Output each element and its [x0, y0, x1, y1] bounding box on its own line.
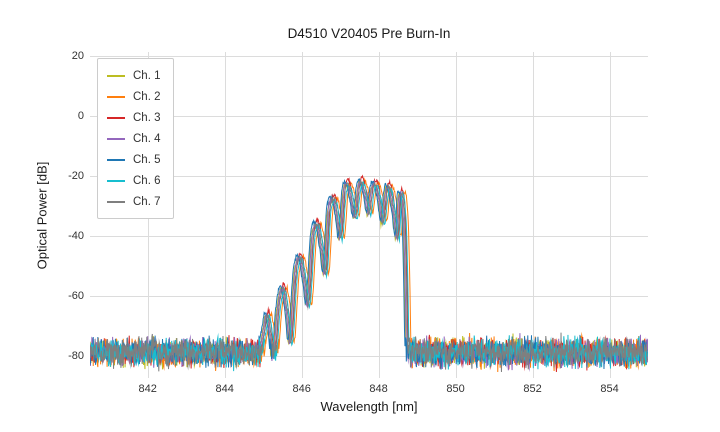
- legend-line-swatch: [107, 137, 125, 140]
- legend-line-swatch: [107, 116, 125, 119]
- legend-label: Ch. 3: [133, 111, 161, 124]
- x-tick-label: 846: [292, 383, 311, 395]
- legend-label: Ch. 5: [133, 153, 161, 166]
- y-tick-label: -60: [68, 289, 84, 302]
- legend-line-swatch: [107, 158, 125, 161]
- chart-title: D4510 V20405 Pre Burn-In: [287, 26, 451, 41]
- legend-item: Ch. 6: [107, 170, 161, 191]
- x-tick-label: 852: [523, 383, 542, 395]
- legend-label: Ch. 1: [133, 69, 161, 82]
- x-tick-label: 842: [138, 383, 157, 395]
- legend-item: Ch. 5: [107, 149, 161, 170]
- x-tick-label: 850: [446, 383, 465, 395]
- legend: Ch. 1 Ch. 2 Ch. 3 Ch. 4 Ch. 5 Ch. 6 Ch. 7: [97, 58, 174, 219]
- y-tick-label: -20: [68, 170, 84, 183]
- y-tick-label: -40: [68, 229, 84, 242]
- x-tick-label: 844: [215, 383, 234, 395]
- legend-item: Ch. 3: [107, 107, 161, 128]
- y-tick-label: -80: [68, 349, 84, 362]
- legend-line-swatch: [107, 74, 125, 77]
- legend-label: Ch. 2: [133, 90, 161, 103]
- legend-item: Ch. 4: [107, 128, 161, 149]
- legend-item: Ch. 2: [107, 86, 161, 107]
- legend-line-swatch: [107, 95, 125, 98]
- legend-line-swatch: [107, 179, 125, 182]
- plot-area: Ch. 1 Ch. 2 Ch. 3 Ch. 4 Ch. 5 Ch. 6 Ch. 7: [90, 52, 648, 378]
- legend-label: Ch. 4: [133, 132, 161, 145]
- spectrum-canvas: [90, 52, 648, 378]
- x-tick-label: 854: [600, 383, 619, 395]
- y-axis-label: Optical Power [dB]: [34, 161, 50, 270]
- x-axis-label: Wavelength [nm]: [320, 399, 418, 414]
- legend-item: Ch. 7: [107, 191, 161, 212]
- legend-item: Ch. 1: [107, 65, 161, 86]
- y-tick-label: 0: [77, 110, 84, 123]
- legend-line-swatch: [107, 200, 125, 203]
- y-tick-label: 20: [71, 50, 84, 63]
- legend-label: Ch. 6: [133, 174, 161, 187]
- legend-label: Ch. 7: [133, 195, 161, 208]
- x-tick-label: 848: [369, 383, 388, 395]
